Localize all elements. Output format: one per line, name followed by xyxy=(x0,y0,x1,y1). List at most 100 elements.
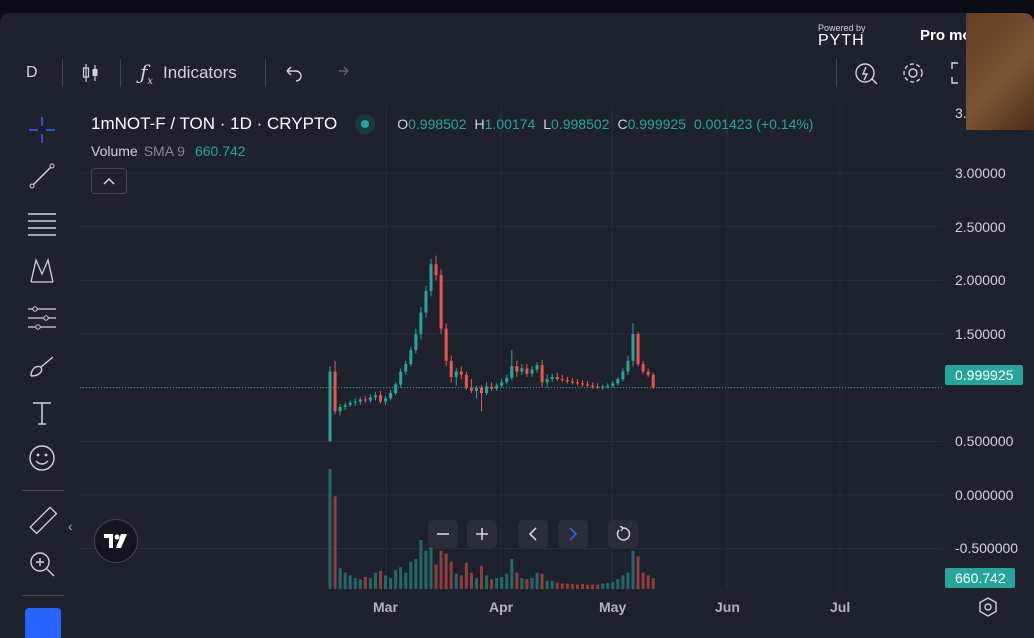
scroll-left-button[interactable] xyxy=(518,520,548,548)
chart-legend: 1mNOT-F / TON · 1D · CRYPTO O 0.998502 H… xyxy=(91,113,813,135)
volume-bar xyxy=(646,575,650,589)
trend-line-tool[interactable] xyxy=(22,156,62,196)
candle-body xyxy=(510,366,514,379)
candle-body xyxy=(611,383,615,386)
volume-bar xyxy=(384,575,388,589)
emoji-tool[interactable] xyxy=(22,438,62,478)
candle-body xyxy=(464,374,468,388)
volume-bar xyxy=(651,578,655,589)
horizontal-lines-icon xyxy=(28,213,56,236)
measure-tool[interactable] xyxy=(22,500,62,540)
reset-chart-button[interactable] xyxy=(608,520,638,548)
candle-body xyxy=(581,383,584,385)
candle-body xyxy=(439,274,443,329)
volume-bar xyxy=(641,572,645,589)
crosshair-icon xyxy=(29,117,55,143)
settings-button[interactable] xyxy=(900,53,926,93)
candle-body xyxy=(505,378,509,383)
candle-body xyxy=(606,385,610,387)
candle-body xyxy=(469,387,473,391)
time-axis-label: Jun xyxy=(715,599,740,615)
user-avatar[interactable] xyxy=(966,13,1034,130)
chart-type-button[interactable] xyxy=(80,53,102,93)
volume-bar xyxy=(495,578,499,589)
fx-icon: ƒx xyxy=(140,59,154,87)
last-volume-badge: 660.742 xyxy=(945,568,1015,588)
candle-body xyxy=(343,404,347,407)
last-price-badge: 0.999925 xyxy=(945,365,1023,385)
candle-body xyxy=(353,401,357,403)
candle-body xyxy=(409,350,413,365)
candle-body xyxy=(545,379,549,383)
price-axis[interactable]: 3. 3.00000 2.50000 2.00000 1.50000 0.500… xyxy=(943,105,1034,596)
candle-body xyxy=(474,387,478,391)
zoom-tool[interactable] xyxy=(22,544,62,584)
undo-button[interactable] xyxy=(284,53,304,93)
indicators-button[interactable]: ƒx Indicators xyxy=(140,53,237,93)
chart-area[interactable] xyxy=(80,106,943,589)
redo-button[interactable] xyxy=(331,53,351,93)
forecast-tool[interactable] xyxy=(22,298,62,338)
time-axis-label: Mar xyxy=(373,599,398,615)
pattern-tool[interactable] xyxy=(22,251,62,291)
interval-button[interactable]: D xyxy=(26,53,38,93)
volume-bar xyxy=(363,577,367,589)
volume-label: Volume xyxy=(91,143,138,159)
volume-bar xyxy=(515,572,519,589)
volume-bar xyxy=(530,578,534,589)
volume-bar xyxy=(611,581,615,589)
tools-divider xyxy=(22,490,64,491)
axis-settings-button[interactable] xyxy=(977,596,999,618)
volume-value: 660.742 xyxy=(194,143,246,159)
redo-icon xyxy=(339,66,349,76)
candle-body xyxy=(636,334,640,365)
candle-body xyxy=(399,371,403,385)
volume-bar xyxy=(485,575,489,589)
toolbar-divider xyxy=(120,59,121,87)
scroll-right-button[interactable] xyxy=(558,520,588,548)
candle-body xyxy=(414,334,418,351)
zoom-out-button[interactable] xyxy=(428,520,458,548)
replay-button[interactable] xyxy=(853,53,879,93)
candle-body xyxy=(348,402,352,405)
toolbar-divider xyxy=(265,59,266,87)
volume-bar xyxy=(510,559,514,589)
volume-bar xyxy=(358,579,362,589)
chart-panel: Powered by PYTH Pro mo D ƒx Indicators xyxy=(0,13,1034,638)
volume-bar xyxy=(409,561,413,589)
brush-tool[interactable] xyxy=(22,346,62,386)
candle-body xyxy=(444,328,448,361)
candle-body xyxy=(358,399,362,402)
candle-body xyxy=(373,395,377,398)
pro-mode-toggle[interactable]: Pro mo xyxy=(920,27,972,44)
collapse-toolbar-arrow[interactable]: ‹ xyxy=(68,518,73,534)
candle-body xyxy=(601,386,605,388)
volume-bar xyxy=(474,578,478,589)
volume-bar xyxy=(540,573,544,589)
volume-bar xyxy=(555,582,559,589)
candle-body xyxy=(591,385,595,387)
fib-tool[interactable] xyxy=(22,203,62,243)
price-chart[interactable] xyxy=(80,106,943,589)
candle-body xyxy=(363,399,367,401)
tradingview-logo[interactable] xyxy=(94,519,138,563)
volume-bar xyxy=(490,579,494,589)
volume-bar xyxy=(469,572,473,589)
volume-bar xyxy=(444,553,448,589)
ohlc-close-value: 0.999925 xyxy=(627,116,686,132)
fullscreen-button[interactable] xyxy=(950,53,966,93)
symbol-title[interactable]: 1mNOT-F / TON · 1D · CRYPTO xyxy=(91,114,338,133)
zoom-in-button[interactable] xyxy=(467,520,497,548)
magnet-button[interactable] xyxy=(25,608,61,638)
collapse-legend-button[interactable] xyxy=(91,168,127,194)
reset-icon xyxy=(616,526,631,541)
text-tool[interactable] xyxy=(22,393,62,433)
crosshair-tool[interactable] xyxy=(22,110,62,150)
volume-bar xyxy=(525,579,529,589)
time-axis[interactable]: Mar Apr May Jun Jul xyxy=(80,589,1034,625)
candle-body xyxy=(626,360,630,372)
market-status-icon xyxy=(355,114,376,134)
candle-body xyxy=(495,385,499,389)
ohlc-low-value: 0.998502 xyxy=(551,116,610,132)
candle-body xyxy=(596,386,600,388)
